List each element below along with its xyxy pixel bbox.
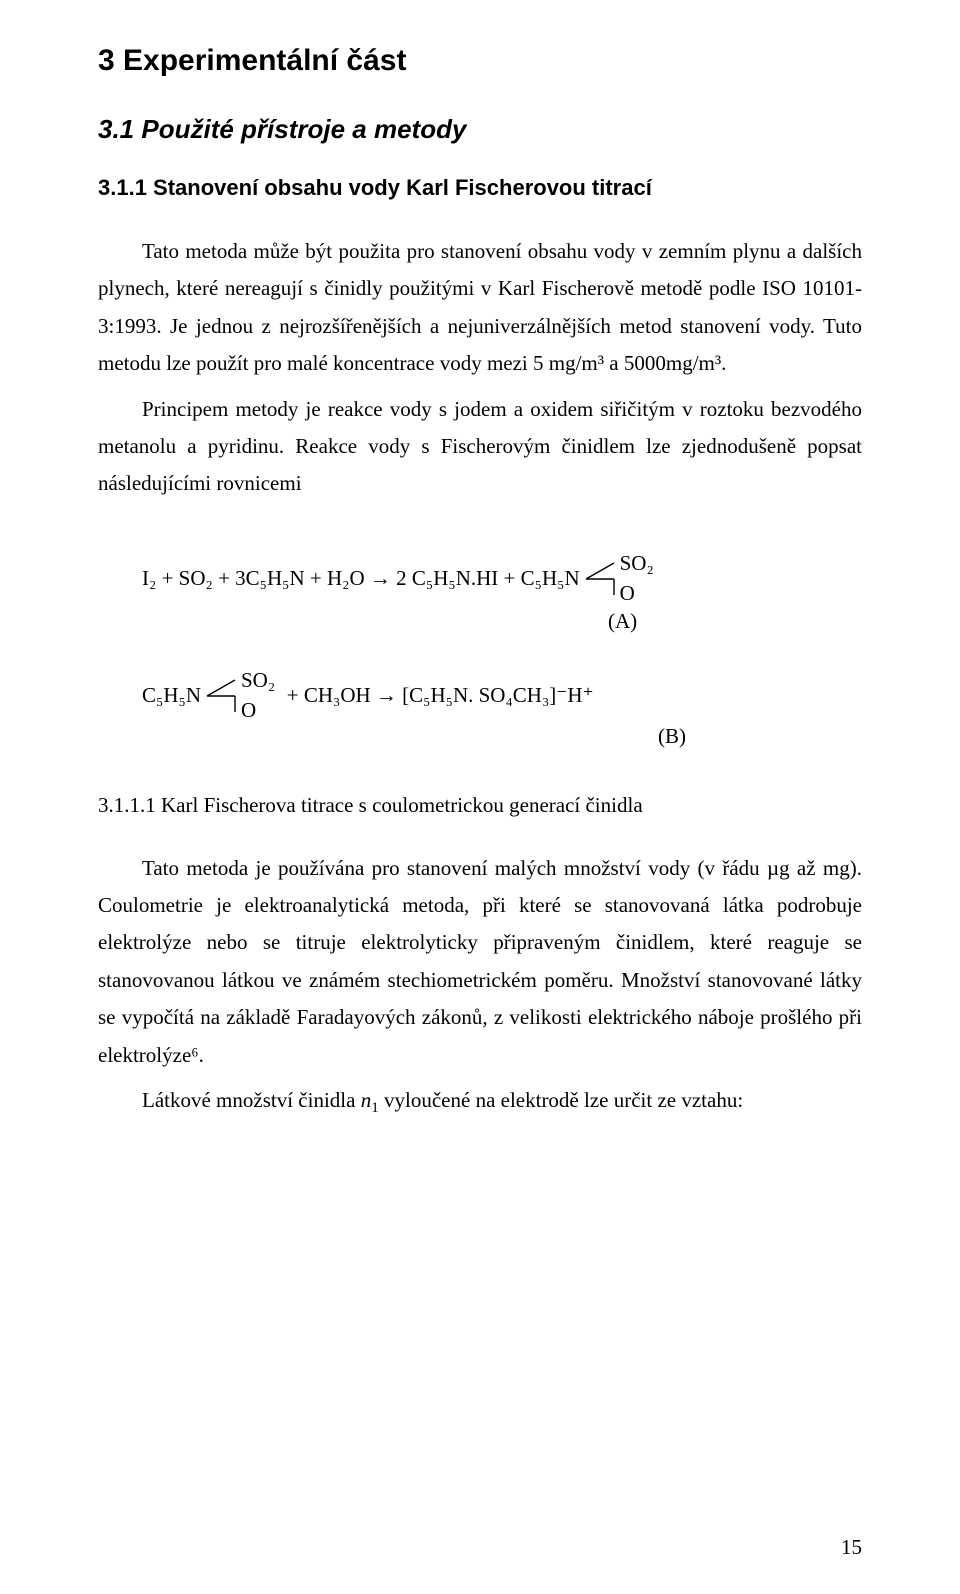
equation-a-row: I₂ + SO₂ + 3C₅H₅N + H₂O → 2 C₅H₅N.HI + C… — [98, 557, 862, 601]
equation-a-struct-bot: O — [620, 579, 635, 608]
paragraph-4-var: n — [361, 1088, 372, 1112]
equation-b-struct-icon: SO₂ O — [201, 674, 271, 718]
equation-b-struct-top: SO₂ — [241, 666, 275, 695]
paragraph-4: Látkové množství činidla n1 vyloučené na… — [98, 1082, 862, 1122]
equation-b-label: (B) — [98, 724, 862, 749]
paragraph-1: Tato metoda může být použita pro stanove… — [98, 233, 862, 383]
heading-1: 3 Experimentální část — [98, 44, 862, 78]
equation-b-block: C₅H₅N SO₂ O + CH₃OH → [C₅H₅N. SO₄CH₃]⁻H⁺… — [98, 674, 862, 749]
paragraph-4-sub: 1 — [371, 1100, 379, 1116]
paragraph-4-suffix: vyloučené na elektrodě lze určit ze vzta… — [379, 1088, 743, 1112]
equation-b-prefix: C₅H₅N — [142, 681, 201, 710]
equation-a-struct-icon: SO₂ O — [580, 557, 650, 601]
heading-3: 3.1.1 Stanovení obsahu vody Karl Fischer… — [98, 175, 862, 201]
paragraph-2: Principem metody je reakce vody s jodem … — [98, 391, 862, 503]
equation-b-struct-bot: O — [241, 696, 256, 725]
heading-2: 3.1 Použité přístroje a metody — [98, 114, 862, 145]
heading-3b: 3.1.1.1 Karl Fischerova titrace s coulom… — [98, 793, 862, 818]
equation-a-label: (A) — [98, 609, 862, 634]
equation-a-lhs: I₂ + SO₂ + 3C₅H₅N + H₂O → 2 C₅H₅N.HI + C… — [98, 564, 580, 593]
paragraph-3: Tato metoda je používána pro stanovení m… — [98, 850, 862, 1074]
equation-b-mid: + CH₃OH → [C₅H₅N. SO₄CH₃]⁻H⁺ — [271, 681, 594, 710]
equation-a-struct-top: SO₂ — [620, 549, 654, 578]
equation-b-row: C₅H₅N SO₂ O + CH₃OH → [C₅H₅N. SO₄CH₃]⁻H⁺ — [98, 674, 862, 718]
page: 3 Experimentální část 3.1 Použité přístr… — [0, 0, 960, 1594]
equation-a-block: I₂ + SO₂ + 3C₅H₅N + H₂O → 2 C₅H₅N.HI + C… — [98, 557, 862, 634]
paragraph-4-prefix: Látkové množství činidla — [142, 1088, 361, 1112]
page-number: 15 — [841, 1535, 862, 1560]
